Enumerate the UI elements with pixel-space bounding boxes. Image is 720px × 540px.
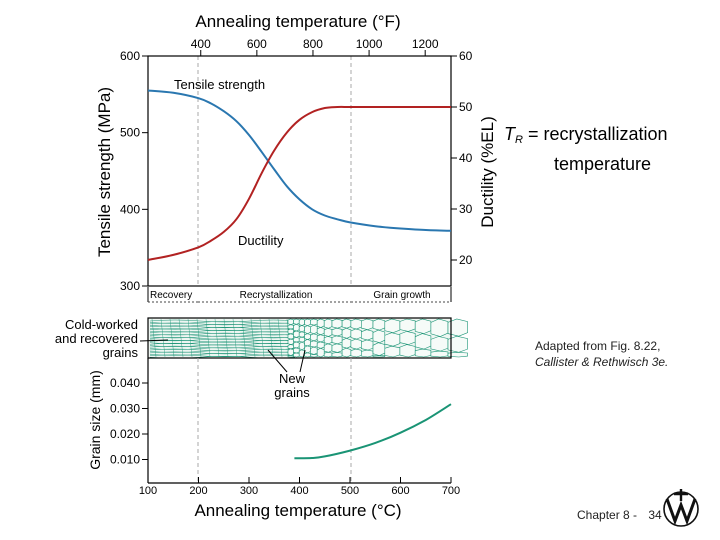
microstructure-band: Cold-worked and recovered grains New gra…	[55, 317, 468, 400]
chapter-label: Chapter 8 -	[577, 508, 638, 522]
bottom-tick-label: 300	[240, 485, 258, 497]
bottom-tick-label: 500	[341, 485, 359, 497]
tensile-strength-line	[147, 89, 452, 232]
new-grains-label-1: New	[279, 371, 306, 386]
left-tick-label: 400	[120, 202, 140, 216]
upper-frame	[147, 55, 452, 287]
stage-strip: Recovery Recrystallization Grain growth	[147, 287, 452, 303]
property-curves	[147, 89, 452, 261]
grain-tick-label: 0.010	[110, 453, 140, 467]
pointer-arrow	[139, 339, 169, 342]
stage-recrystallization: Recrystallization	[240, 290, 313, 301]
right-axis-title: Ductility (%EL)	[478, 116, 497, 227]
tr-text: = recrystallization	[527, 124, 668, 144]
tr-symbol: T	[504, 124, 515, 144]
left-tick-label: 300	[120, 279, 140, 293]
top-tick-label: 1000	[356, 37, 383, 51]
top-axis-title: Annealing temperature (°F)	[195, 12, 400, 31]
bottom-axis-ticks: 100 200 300 400 500 600 700	[139, 477, 460, 497]
top-tick-label: 600	[247, 37, 267, 51]
upper-chart: 400 600 800 1000 1200 300 400 500 600 20 30 40 50 6…	[95, 12, 497, 293]
right-tick-label: 50	[459, 100, 473, 114]
tr-subscript: R	[515, 134, 523, 146]
top-tick-label: 1200	[412, 37, 439, 51]
top-axis-ticks: 400 600 800 1000 1200	[191, 37, 439, 56]
grain-tick-label: 0.040	[110, 376, 140, 390]
right-tick-label: 60	[459, 49, 473, 63]
right-tick-label: 20	[459, 253, 473, 267]
top-tick-label: 800	[303, 37, 323, 51]
ductility-line	[147, 105, 451, 261]
stage-recovery: Recovery	[150, 290, 192, 301]
cold-worked-label-3: grains	[103, 345, 139, 360]
left-axis-title: Tensile strength (MPa)	[95, 87, 114, 257]
bottom-tick-label: 200	[189, 485, 207, 497]
stage-grain-growth: Grain growth	[373, 290, 430, 301]
left-axis-ticks: 300 400 500 600	[120, 49, 148, 293]
chapter-footer: Chapter 8 - 34	[577, 508, 662, 522]
tr-text-line2: temperature	[554, 154, 652, 174]
new-grains-label-2: grains	[274, 385, 310, 400]
credit-line-1: Adapted from Fig. 8.22,	[535, 339, 661, 353]
right-tick-label: 40	[459, 151, 473, 165]
left-tick-label: 500	[120, 126, 140, 140]
grain-axis-ticks: 0.010 0.020 0.030 0.040	[110, 376, 148, 467]
bottom-tick-label: 600	[391, 485, 409, 497]
bottom-tick-label: 100	[139, 485, 157, 497]
bottom-tick-label: 400	[290, 485, 308, 497]
grain-axis-title: Grain size (mm)	[87, 370, 103, 470]
grain-curve	[294, 403, 452, 460]
right-axis-ticks: 20 30 40 50 60	[451, 49, 473, 267]
bottom-tick-label: 700	[442, 485, 460, 497]
recrystallization-note: TR = recrystallization temperature	[504, 122, 714, 176]
top-tick-label: 400	[191, 37, 211, 51]
publisher-logo-icon	[663, 489, 699, 527]
grain-tick-label: 0.030	[110, 402, 140, 416]
credit-line-2: Callister & Rethwisch 3e.	[535, 355, 669, 369]
page-number: 34	[648, 508, 662, 522]
source-credit: Adapted from Fig. 8.22, Callister & Reth…	[535, 338, 668, 370]
grain-chart: 0.010 0.020 0.030 0.040 100 200 300 400 500 600 7…	[87, 358, 460, 520]
right-tick-label: 30	[459, 202, 473, 216]
ductility-label: Ductility	[238, 233, 284, 248]
left-tick-label: 600	[120, 49, 140, 63]
microstructure-frame	[147, 317, 452, 359]
cold-worked-label-1: Cold-worked	[65, 317, 138, 332]
cold-worked-label-2: and recovered	[55, 331, 138, 346]
grain-tick-label: 0.020	[110, 427, 140, 441]
tensile-label: Tensile strength	[174, 77, 265, 92]
grain-size-line	[294, 403, 452, 460]
bottom-axis-title: Annealing temperature (°C)	[194, 501, 401, 520]
